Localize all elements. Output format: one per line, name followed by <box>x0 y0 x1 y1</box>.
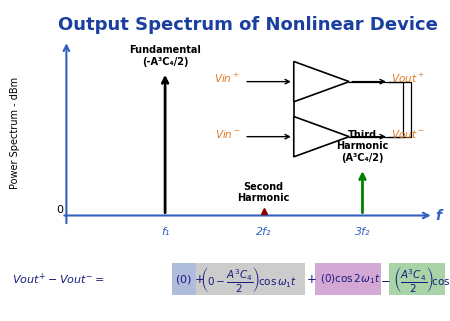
Text: $+$: $+$ <box>306 273 317 286</box>
Text: Second
Harmonic: Second Harmonic <box>238 182 290 203</box>
Text: f₁: f₁ <box>161 227 169 237</box>
Text: Third
Harmonic
(A³C₄/2): Third Harmonic (A³C₄/2) <box>336 130 389 163</box>
Title: Output Spectrum of Nonlinear Device: Output Spectrum of Nonlinear Device <box>58 16 437 34</box>
Text: 0: 0 <box>56 204 63 215</box>
Text: $\left(0-\dfrac{A^3C_4}{2}\right)\!\cos\omega_1 t$: $\left(0-\dfrac{A^3C_4}{2}\right)\!\cos\… <box>201 265 298 294</box>
Text: Power Spectrum - dBm: Power Spectrum - dBm <box>10 77 20 189</box>
Text: $\mathit{Vout}^{+}-\mathit{Vout}^{-}=$: $\mathit{Vout}^{+}-\mathit{Vout}^{-}=$ <box>12 272 105 287</box>
Text: $\mathit{Vout}^+$: $\mathit{Vout}^+$ <box>391 72 424 85</box>
Text: 2f₂: 2f₂ <box>256 227 271 237</box>
Text: $+$: $+$ <box>194 273 204 286</box>
Text: $(0)$: $(0)$ <box>176 273 192 286</box>
FancyBboxPatch shape <box>172 263 197 296</box>
FancyBboxPatch shape <box>389 263 445 296</box>
Text: f: f <box>436 209 441 222</box>
Text: $\mathit{Vin}^+$: $\mathit{Vin}^+$ <box>215 72 240 85</box>
Text: $\mathit{Vout}^-$: $\mathit{Vout}^-$ <box>391 128 424 140</box>
Text: Fundamental
(-A³C₄/2): Fundamental (-A³C₄/2) <box>129 45 201 67</box>
FancyBboxPatch shape <box>315 263 381 296</box>
Text: 3f₂: 3f₂ <box>355 227 370 237</box>
Text: $(0)\cos 2\omega_1 t$: $(0)\cos 2\omega_1 t$ <box>320 273 381 286</box>
Text: $\left(\dfrac{A^3C_4}{2}\right)\!\cos 3\omega_1 t+\cdots$: $\left(\dfrac{A^3C_4}{2}\right)\!\cos 3\… <box>392 265 450 294</box>
FancyBboxPatch shape <box>196 263 306 296</box>
Text: $\mathit{Vin}^-$: $\mathit{Vin}^-$ <box>215 128 240 140</box>
Text: $-$: $-$ <box>380 273 391 286</box>
